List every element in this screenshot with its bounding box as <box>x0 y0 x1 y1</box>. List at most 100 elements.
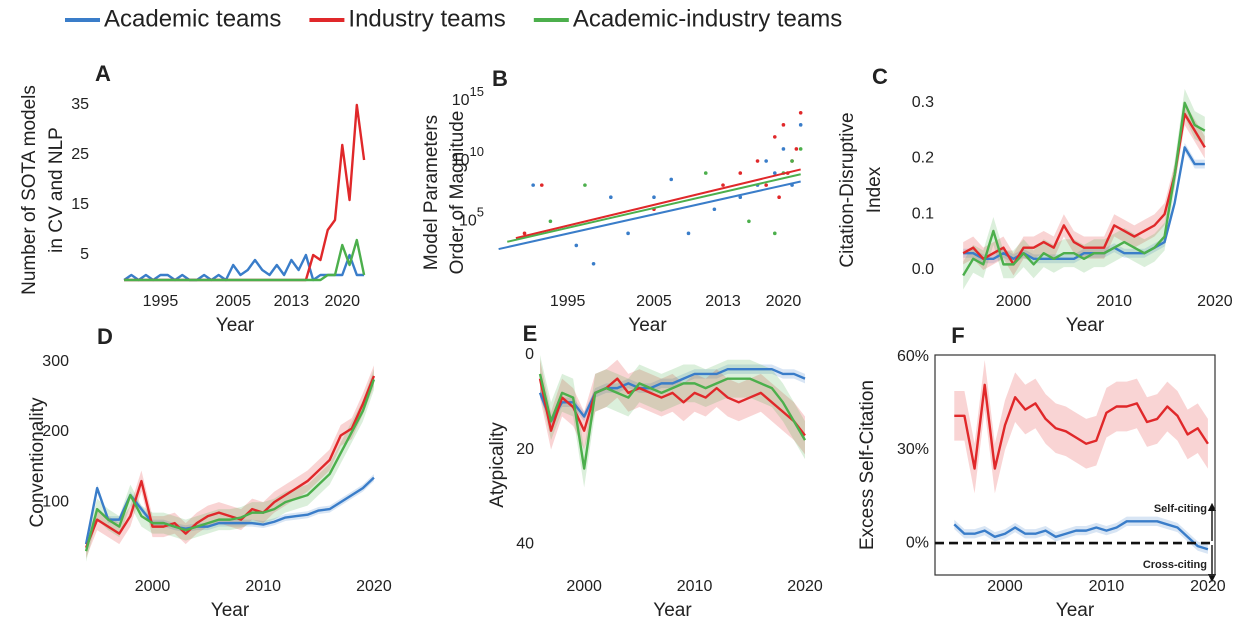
y-tick-label: 100 <box>42 493 69 510</box>
y-tick-label: 0.2 <box>912 150 934 167</box>
y-tick-label: 200 <box>42 423 69 440</box>
y-tick-label: 0.3 <box>912 94 934 111</box>
scatter-point <box>764 183 768 187</box>
y-tick-label: 20 <box>516 441 534 458</box>
scatter-point <box>747 219 751 224</box>
x-tick-label: 2020 <box>787 578 823 595</box>
x-tick-label: 2020 <box>324 293 360 310</box>
x-tick-label: 1995 <box>143 293 179 310</box>
y-tick-base: 10 <box>459 213 477 230</box>
x-tick-label: 2010 <box>1089 578 1125 595</box>
scatter-point <box>781 123 786 127</box>
x-tick-label: 2020 <box>766 293 802 310</box>
y-tick-label: 1010 <box>452 144 484 169</box>
y-axis-label: in CV and NLP <box>46 127 67 253</box>
x-tick-label: 2010 <box>245 578 281 595</box>
x-tick-label: 2010 <box>677 578 713 595</box>
y-tick-exponent: 15 <box>470 84 484 99</box>
x-tick-label: 2005 <box>636 293 672 310</box>
scatter-point <box>652 195 656 199</box>
x-tick-label: 2013 <box>705 293 741 310</box>
scatter-point <box>574 243 579 248</box>
y-axis-label: Number of SOTA models <box>19 85 40 295</box>
y-axis-label: Order of Magnitude <box>447 111 468 275</box>
series-line <box>962 112 1206 266</box>
scatter-point <box>712 207 717 212</box>
scatter-point <box>798 123 803 127</box>
confidence-band <box>954 359 1208 494</box>
panel-label: C <box>872 64 888 89</box>
x-tick-label: 2020 <box>1190 578 1226 595</box>
y-tick-label: 60% <box>897 348 929 365</box>
scatter-point <box>798 111 803 115</box>
scatter-point <box>772 171 777 175</box>
y-tick-label: 0% <box>906 534 929 551</box>
x-axis-label: Year <box>1066 315 1105 336</box>
scatter-point <box>539 183 544 187</box>
legend-label: Academic teams <box>104 5 281 32</box>
scatter-point <box>790 159 794 163</box>
scatter-point <box>548 219 553 224</box>
trend-line <box>507 173 801 243</box>
panel-label: E <box>523 321 538 346</box>
series-line <box>954 383 1209 470</box>
confidence-band <box>540 359 805 455</box>
y-tick-exponent: 10 <box>470 144 484 159</box>
x-tick-label: 2020 <box>1197 293 1233 310</box>
confidence-band <box>963 102 1205 276</box>
series-line <box>962 101 1206 277</box>
y-tick-label: 300 <box>42 353 69 370</box>
panel-label: B <box>492 66 508 91</box>
y-axis-label: Citation-Disruptive <box>837 112 858 267</box>
x-tick-label: 1995 <box>550 293 586 310</box>
x-tick-label: 2005 <box>215 293 251 310</box>
scatter-point <box>669 177 674 182</box>
scatter-point <box>755 159 760 163</box>
legend-label: Academic-industry teams <box>573 5 842 32</box>
panel-label: A <box>95 61 111 86</box>
y-tick-label: 15 <box>71 196 89 213</box>
y-tick-label: 40 <box>516 535 534 552</box>
series-line <box>538 367 806 423</box>
panel-label: D <box>97 324 113 349</box>
panel-label: F <box>951 323 964 348</box>
trend-line <box>498 180 801 251</box>
series-line <box>963 146 1205 261</box>
series-line <box>123 253 365 282</box>
y-tick-exponent: 5 <box>477 205 484 220</box>
scatter-point <box>772 135 777 139</box>
scatter-point <box>772 231 777 236</box>
scatter-point <box>764 159 768 163</box>
scatter-point <box>522 231 527 236</box>
series-line <box>84 379 376 552</box>
scatter-point <box>798 147 803 151</box>
series-line <box>124 238 366 282</box>
y-tick-base: 10 <box>452 152 470 169</box>
scatter-point <box>738 195 743 199</box>
scatter-point <box>626 231 630 236</box>
scatter-point <box>609 195 613 199</box>
x-axis-label: Year <box>1056 600 1095 621</box>
series-line <box>953 520 1209 551</box>
y-tick-label: 35 <box>71 96 89 113</box>
y-tick-label: 105 <box>459 205 484 230</box>
y-axis-label: Index <box>864 166 885 213</box>
series-line <box>538 377 806 437</box>
scatter-point <box>703 171 708 175</box>
y-tick-label: 1015 <box>452 84 484 109</box>
confidence-band <box>963 88 1205 290</box>
y-axis-label: Atypicality <box>487 422 508 508</box>
x-axis-label: Year <box>216 315 255 336</box>
annotation: Cross-citing <box>1143 559 1207 571</box>
y-tick-label: 0.0 <box>912 261 934 278</box>
y-tick-label: 30% <box>897 441 929 458</box>
legend-label: Industry teams <box>348 5 505 32</box>
x-tick-label: 2000 <box>996 293 1032 310</box>
axes-frame <box>934 354 1216 576</box>
series-line <box>538 373 807 470</box>
y-axis-label: Excess Self-Citation <box>857 380 878 550</box>
annotation: Self-citing <box>1154 503 1207 515</box>
series-line <box>124 103 366 282</box>
y-tick-label: 0.1 <box>912 205 934 222</box>
